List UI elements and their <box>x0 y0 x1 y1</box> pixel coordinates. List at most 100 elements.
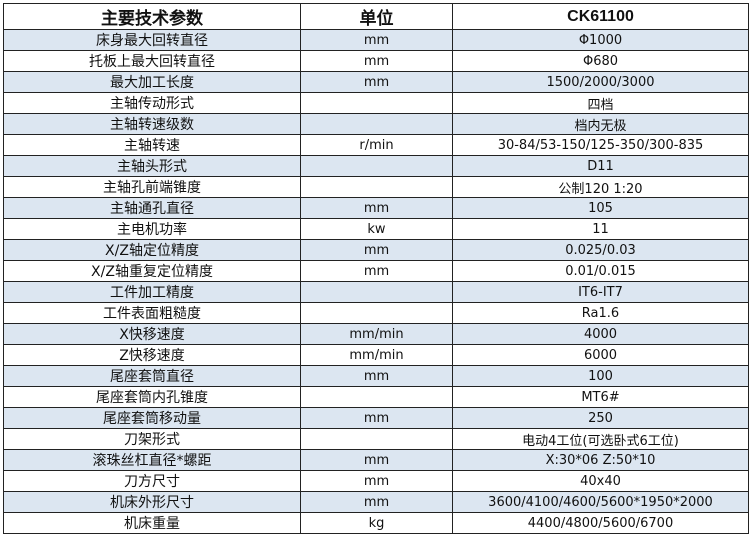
unit-cell: mm <box>300 470 453 492</box>
unit-cell <box>300 176 453 198</box>
param-cell: 主轴孔前端锥度 <box>3 176 301 198</box>
value-cell: 11 <box>452 218 749 240</box>
param-cell: 主轴传动形式 <box>3 92 301 114</box>
table-row: X快移速度 mm/min 4000 <box>3 323 749 345</box>
param-cell: 机床外形尺寸 <box>3 491 301 513</box>
table-row: 尾座套筒移动量 mm 250 <box>3 407 749 429</box>
unit-cell: mm/min <box>300 344 453 366</box>
value-cell: D11 <box>452 155 749 177</box>
param-cell: X/Z轴定位精度 <box>3 239 301 261</box>
unit-cell: mm <box>300 29 453 51</box>
unit-cell: r/min <box>300 134 453 156</box>
table-row: X/Z轴定位精度 mm 0.025/0.03 <box>3 239 749 261</box>
table-row: 主轴转速 r/min 30-84/53-150/125-350/300-835 <box>3 134 749 156</box>
header-param: 主要技术参数 <box>3 3 301 30</box>
table-row: 最大加工长度 mm 1500/2000/3000 <box>3 71 749 93</box>
unit-cell: mm/min <box>300 323 453 345</box>
param-cell: 主轴转速级数 <box>3 113 301 135</box>
unit-cell: mm <box>300 197 453 219</box>
value-cell: 100 <box>452 365 749 387</box>
value-cell: X:30*06 Z:50*10 <box>452 449 749 471</box>
param-cell: 工件表面粗糙度 <box>3 302 301 324</box>
unit-cell <box>300 92 453 114</box>
table-row: X/Z轴重复定位精度 mm 0.01/0.015 <box>3 260 749 282</box>
value-cell: 40x40 <box>452 470 749 492</box>
table-row: 主轴转速级数 档内无极 <box>3 113 749 135</box>
unit-cell <box>300 155 453 177</box>
value-cell: Φ680 <box>452 50 749 72</box>
header-model: CK61100 <box>452 3 749 30</box>
param-cell: 刀方尺寸 <box>3 470 301 492</box>
param-cell: 床身最大回转直径 <box>3 29 301 51</box>
value-cell: 4400/4800/5600/6700 <box>452 512 749 534</box>
param-cell: X快移速度 <box>3 323 301 345</box>
value-cell: 1500/2000/3000 <box>452 71 749 93</box>
param-cell: 托板上最大回转直径 <box>3 50 301 72</box>
value-cell: 105 <box>452 197 749 219</box>
table-row: Z快移速度 mm/min 6000 <box>3 344 749 366</box>
table-row: 主轴通孔直径 mm 105 <box>3 197 749 219</box>
unit-cell <box>300 113 453 135</box>
unit-cell: mm <box>300 449 453 471</box>
param-cell: 主轴通孔直径 <box>3 197 301 219</box>
unit-cell: mm <box>300 260 453 282</box>
unit-cell <box>300 428 453 450</box>
unit-cell <box>300 386 453 408</box>
param-cell: 机床重量 <box>3 512 301 534</box>
value-cell: 电动4工位(可选卧式6工位) <box>452 428 749 450</box>
unit-cell: kw <box>300 218 453 240</box>
value-cell: 6000 <box>452 344 749 366</box>
param-cell: 滚珠丝杠直径*螺距 <box>3 449 301 471</box>
table-row: 床身最大回转直径 mm Φ1000 <box>3 29 749 51</box>
param-cell: 最大加工长度 <box>3 71 301 93</box>
table-row: 主轴孔前端锥度 公制120 1:20 <box>3 176 749 198</box>
param-cell: 尾座套筒直径 <box>3 365 301 387</box>
value-cell: 3600/4100/4600/5600*1950*2000 <box>452 491 749 513</box>
unit-cell: mm <box>300 50 453 72</box>
param-cell: Z快移速度 <box>3 344 301 366</box>
table-row: 尾座套筒直径 mm 100 <box>3 365 749 387</box>
value-cell: IT6-IT7 <box>452 281 749 303</box>
value-cell: 0.025/0.03 <box>452 239 749 261</box>
table-row: 尾座套筒内孔锥度 MT6# <box>3 386 749 408</box>
table-row: 工件加工精度 IT6-IT7 <box>3 281 749 303</box>
table-row: 主轴传动形式 四档 <box>3 92 749 114</box>
value-cell: 250 <box>452 407 749 429</box>
spec-table: 主要技术参数 单位 CK61100 床身最大回转直径 mm Φ1000 托板上最大回转… <box>3 3 749 534</box>
header-unit: 单位 <box>300 3 453 30</box>
unit-cell <box>300 302 453 324</box>
param-cell: 工件加工精度 <box>3 281 301 303</box>
unit-cell: kg <box>300 512 453 534</box>
table-row: 主轴头形式 D11 <box>3 155 749 177</box>
unit-cell: mm <box>300 491 453 513</box>
value-cell: Φ1000 <box>452 29 749 51</box>
param-cell: 主轴头形式 <box>3 155 301 177</box>
table-row: 刀架形式 电动4工位(可选卧式6工位) <box>3 428 749 450</box>
table-row: 工件表面粗糙度 Ra1.6 <box>3 302 749 324</box>
unit-cell: mm <box>300 239 453 261</box>
param-cell: 尾座套筒移动量 <box>3 407 301 429</box>
param-cell: 主电机功率 <box>3 218 301 240</box>
table-row: 滚珠丝杠直径*螺距 mm X:30*06 Z:50*10 <box>3 449 749 471</box>
table-row: 刀方尺寸 mm 40x40 <box>3 470 749 492</box>
table-row: 机床重量 kg 4400/4800/5600/6700 <box>3 512 749 534</box>
unit-cell: mm <box>300 407 453 429</box>
value-cell: 公制120 1:20 <box>452 176 749 198</box>
unit-cell: mm <box>300 71 453 93</box>
param-cell: 主轴转速 <box>3 134 301 156</box>
value-cell: 4000 <box>452 323 749 345</box>
unit-cell: mm <box>300 365 453 387</box>
value-cell: 档内无极 <box>452 113 749 135</box>
value-cell: 四档 <box>452 92 749 114</box>
value-cell: MT6# <box>452 386 749 408</box>
param-cell: 尾座套筒内孔锥度 <box>3 386 301 408</box>
table-row: 主电机功率 kw 11 <box>3 218 749 240</box>
table-header: 主要技术参数 单位 CK61100 <box>3 3 749 30</box>
param-cell: X/Z轴重复定位精度 <box>3 260 301 282</box>
table-row: 托板上最大回转直径 mm Φ680 <box>3 50 749 72</box>
value-cell: 30-84/53-150/125-350/300-835 <box>452 134 749 156</box>
unit-cell <box>300 281 453 303</box>
value-cell: Ra1.6 <box>452 302 749 324</box>
param-cell: 刀架形式 <box>3 428 301 450</box>
table-row: 机床外形尺寸 mm 3600/4100/4600/5600*1950*2000 <box>3 491 749 513</box>
